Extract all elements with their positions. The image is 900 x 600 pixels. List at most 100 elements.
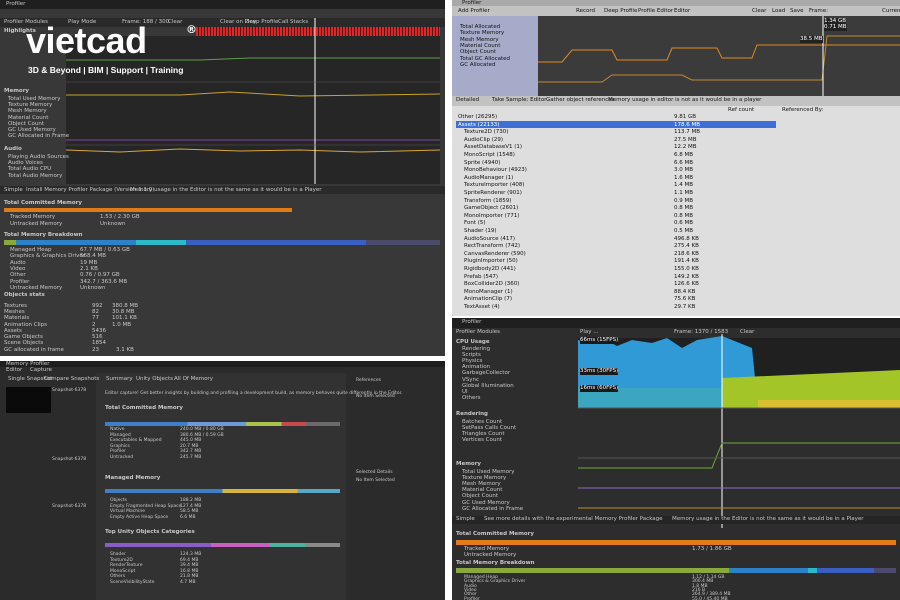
stat-cell: 3.1 KB bbox=[116, 347, 134, 353]
side-label: No Item Selected bbox=[356, 478, 395, 483]
module-item: Rendering bbox=[462, 346, 491, 352]
row-label: Native bbox=[110, 427, 125, 432]
bottom-toolbar bbox=[0, 186, 445, 194]
breakdown-bar bbox=[456, 568, 896, 573]
tree-size: 178.6 MB bbox=[674, 121, 701, 128]
module-item: Scripts bbox=[462, 352, 481, 359]
tree-area bbox=[452, 106, 900, 316]
section-title: CPU Usage bbox=[456, 339, 490, 345]
tree-size: 75.6 KB bbox=[674, 296, 696, 303]
row-value: 445.0 MB bbox=[180, 438, 202, 443]
stat-cell: 30.8 MB bbox=[112, 309, 135, 316]
tree-name: MonoManager (1) bbox=[464, 288, 513, 295]
row-label: Profiler bbox=[10, 278, 30, 285]
toolbar-item: Record bbox=[576, 8, 596, 14]
tree-name: RectTransform (742) bbox=[464, 243, 521, 250]
module-item: Texture Memory bbox=[8, 102, 53, 109]
module-item: GarbageCollector bbox=[462, 370, 511, 377]
title-bar bbox=[452, 318, 900, 328]
module-item: Vertices Count bbox=[462, 437, 503, 444]
stat-cell: Textures bbox=[4, 303, 27, 309]
row-label: Texture2D bbox=[110, 557, 133, 563]
title-bar bbox=[0, 361, 445, 367]
row-label: Audio bbox=[464, 583, 477, 589]
row-value: 216 B bbox=[692, 587, 706, 593]
stat-cell: Meshes bbox=[4, 309, 25, 316]
snapshot-thumb bbox=[6, 387, 51, 413]
toolbar-item: Frame: 1370 / 1583 bbox=[674, 329, 729, 335]
tree-size: 6.8 MB bbox=[674, 152, 694, 158]
stat-cell: 992 bbox=[92, 303, 103, 309]
breakdown-seg bbox=[366, 240, 440, 245]
toolbar-item: Clear bbox=[168, 19, 183, 25]
row-value: 240.0 MB / 0.80 GB bbox=[180, 427, 224, 432]
toolbar-item: Add Profiler bbox=[458, 8, 490, 14]
row-value: Unknown bbox=[100, 220, 126, 227]
tree-name: Rigidbody2D (441) bbox=[464, 266, 516, 272]
section-title: Rendering bbox=[456, 411, 488, 417]
row-label: Other bbox=[10, 272, 26, 279]
tree-name: BoxCollider2D (360) bbox=[464, 281, 520, 288]
toolbar-item: Deep Profile bbox=[604, 8, 638, 14]
row-label: Untracked Memory bbox=[464, 552, 517, 558]
section-title: Top Unity Objects Categories bbox=[105, 529, 195, 535]
graph-label: 1.34 GB bbox=[824, 18, 847, 25]
toolbar-item: Call Stacks bbox=[278, 19, 309, 25]
tree-size: 0.8 MB bbox=[674, 205, 694, 212]
tree-size: 1.1 MB bbox=[674, 190, 694, 196]
row-label: Others bbox=[110, 574, 126, 579]
row-label: Video bbox=[10, 265, 26, 272]
tree-name: MonoImporter (771) bbox=[464, 212, 520, 219]
side-label: Selected Details bbox=[356, 470, 393, 475]
row-label: Virtual Machine bbox=[110, 509, 145, 514]
tree-size: 6.6 MB bbox=[674, 159, 694, 166]
row-value: 21.8 MB bbox=[180, 574, 199, 579]
toolbar-item: Memory usage in the Editor is not the sa… bbox=[672, 516, 864, 522]
row-value: 19 MB bbox=[80, 259, 98, 266]
row-label: Executables & Mapped bbox=[110, 438, 162, 443]
module-item: Material Count bbox=[462, 487, 503, 494]
toolbar-item: Deep Profile bbox=[245, 19, 279, 25]
row-value: Unknown bbox=[80, 284, 106, 291]
tree-name: SpriteRenderer (901) bbox=[464, 190, 522, 196]
module-item: Audio Voices bbox=[8, 160, 43, 167]
module-item: GC Allocated in Frame bbox=[462, 505, 524, 512]
section-title: Total Committed Memory bbox=[456, 531, 534, 537]
column-header: Ref count bbox=[728, 107, 755, 113]
tree-name: GameObject (2601) bbox=[464, 205, 519, 212]
row-value: 6.6 MB bbox=[180, 514, 196, 520]
tree-name: Texture2D (730) bbox=[464, 129, 509, 136]
graph-area bbox=[66, 36, 440, 184]
section-title: Total Memory Breakdown bbox=[4, 232, 83, 238]
row-value: 1.8 MB bbox=[692, 583, 708, 589]
row-label: Managed Heap bbox=[10, 247, 52, 253]
module-item: Mesh Memory bbox=[8, 108, 47, 115]
section-title: Memory bbox=[4, 88, 30, 94]
section-title: Highlights bbox=[4, 28, 36, 34]
row-value: 1.73 / 1.86 GB bbox=[692, 546, 732, 552]
tree-size: 0.9 MB bbox=[674, 197, 694, 204]
stat-cell: 380.8 MB bbox=[112, 303, 139, 309]
section-title: Managed Memory bbox=[105, 475, 161, 481]
tab: Memory usage in editor is not as it woul… bbox=[608, 97, 762, 103]
row-label: Video bbox=[464, 587, 477, 593]
column-header: Referenced By: bbox=[782, 107, 824, 113]
category-bar bbox=[105, 543, 340, 547]
section-title: Total Committed Memory bbox=[105, 405, 183, 411]
legend-item: Mesh Memory bbox=[460, 36, 499, 43]
module-item: Others bbox=[462, 394, 481, 401]
row-label: Graphics bbox=[110, 443, 130, 449]
tab: Single Snapshot bbox=[8, 376, 53, 382]
tree-size: 496.8 KB bbox=[674, 235, 699, 242]
row-label: Untracked bbox=[110, 454, 134, 460]
tree-name: Font (5) bbox=[464, 220, 486, 227]
notice: Editor capture! Get better insights by b… bbox=[105, 391, 403, 396]
row-value: 1.12 / 1.14 GB bbox=[692, 575, 725, 580]
module-item: SetPass Calls Count bbox=[462, 425, 517, 432]
row-label: Managed Heap bbox=[464, 575, 498, 580]
stat-cell: Game Objects bbox=[4, 334, 43, 340]
timeline-strip bbox=[196, 27, 440, 36]
module-item: Batches Count bbox=[462, 419, 503, 425]
row-value: 568.4 MB bbox=[80, 253, 107, 260]
